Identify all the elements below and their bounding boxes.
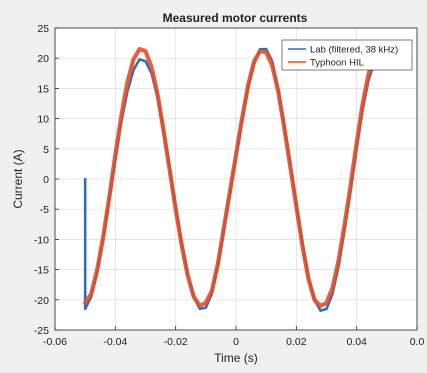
legend-box xyxy=(281,39,413,71)
y-tick-label: 25 xyxy=(37,23,49,35)
x-tick-label: 0.02 xyxy=(286,336,307,348)
y-axis-label: Current (A) xyxy=(11,149,25,208)
chart-title: Measured motor currents xyxy=(163,11,308,25)
y-tick-label: -10 xyxy=(34,234,49,246)
x-tick-label: -0.02 xyxy=(164,336,188,348)
x-tick-label: 0 xyxy=(233,336,239,348)
x-tick-label: 0.0 xyxy=(410,336,425,348)
x-tick-label: 0.04 xyxy=(346,336,367,348)
legend-entry: Typhoon HIL xyxy=(310,58,364,69)
axis-ticks: -0.06 -0.04 -0.02 0 0.02 0.04 0.0 -25 -20 -15 -10 -… xyxy=(34,23,425,348)
legend-entry: Lab (filtered, 38 kHz) xyxy=(310,45,398,56)
series-line-typhoon xyxy=(83,47,377,308)
y-tick-label: 10 xyxy=(37,114,49,126)
x-axis-label: Time (s) xyxy=(214,351,258,365)
x-tick-label: -0.06 xyxy=(43,336,67,348)
y-tick-label: 20 xyxy=(37,53,49,65)
x-tick-label: -0.04 xyxy=(103,336,127,348)
y-tick-label: -20 xyxy=(34,295,49,307)
y-tick-label: 5 xyxy=(43,144,49,156)
y-tick-label: -25 xyxy=(34,325,49,337)
y-tick-label: -5 xyxy=(40,204,49,216)
y-tick-label: 15 xyxy=(37,83,49,95)
legend: Lab (filtered, 38 kHz) Typhoon HIL xyxy=(281,39,413,71)
y-tick-label: 0 xyxy=(43,174,49,186)
y-tick-label: -15 xyxy=(34,265,49,277)
plot-area xyxy=(83,47,377,312)
